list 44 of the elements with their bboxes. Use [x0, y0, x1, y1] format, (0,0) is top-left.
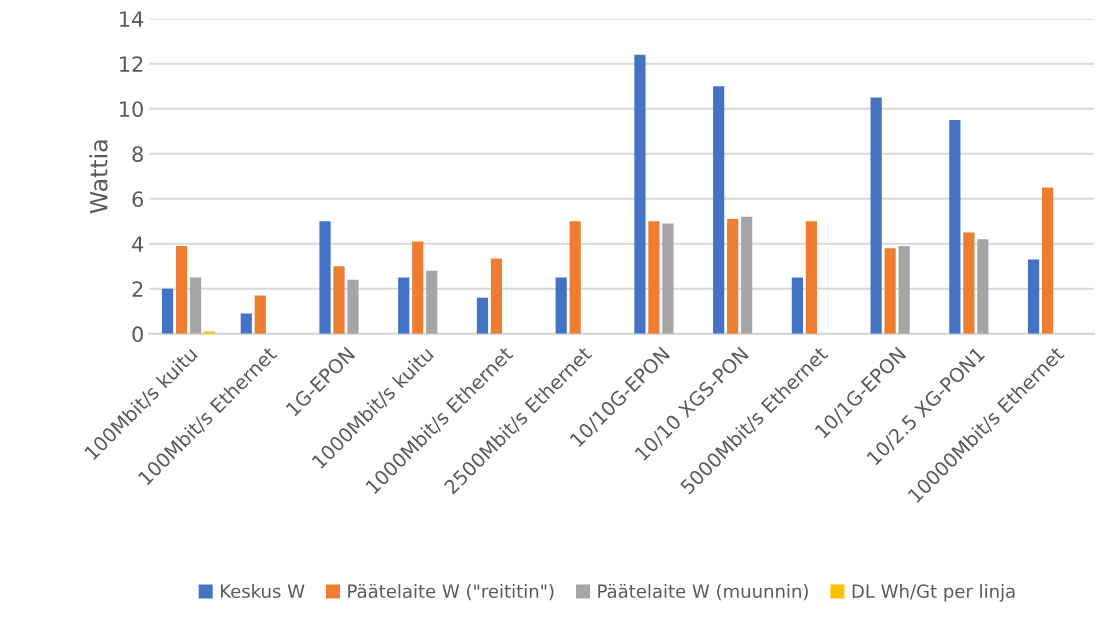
y-tick-label: 14 [120, 11, 144, 27]
bar [977, 239, 989, 334]
bar [662, 223, 674, 334]
legend-label: Päätelaite W (muunnin) [598, 584, 808, 601]
bar [884, 248, 896, 334]
legend-label: DL Wh/Gt per linja [852, 584, 1015, 602]
bar [949, 120, 961, 334]
bar [791, 277, 803, 334]
bar [175, 246, 188, 334]
y-tick-label: 8 [132, 146, 143, 162]
bar [569, 221, 581, 334]
bar [634, 54, 646, 334]
bar [898, 246, 910, 334]
bar [254, 295, 266, 334]
bar [240, 313, 252, 334]
bar [963, 232, 975, 334]
bar [870, 97, 882, 334]
bar [555, 277, 567, 334]
y-axis-title: Wattia [89, 140, 108, 214]
bar [398, 277, 410, 334]
legend-label: Päätelaite W ("reititin") [348, 584, 554, 601]
y-tick-label: 4 [132, 236, 144, 252]
y-tick-label: 12 [120, 56, 143, 72]
y-tick-label: 0 [132, 326, 143, 343]
bar [476, 297, 489, 334]
bar [319, 221, 331, 334]
bar [189, 277, 202, 334]
bar [805, 221, 817, 334]
y-tick-label: 10 [120, 101, 143, 117]
legend-label: Keskus W [220, 584, 305, 599]
bar [412, 241, 424, 334]
bar [713, 86, 725, 334]
bar [648, 221, 660, 334]
y-tick-label: 2 [132, 281, 143, 297]
bar [333, 266, 345, 334]
bar [1027, 259, 1040, 334]
bar [490, 258, 503, 334]
bar [426, 270, 438, 334]
bar [1041, 187, 1054, 334]
bar [347, 279, 359, 334]
y-tick-label: 6 [132, 191, 143, 207]
bar [741, 216, 753, 334]
bar [727, 219, 739, 334]
bar [161, 288, 174, 334]
